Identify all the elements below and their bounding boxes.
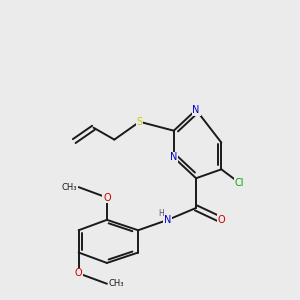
Text: S: S [136,117,143,127]
Text: CH₃: CH₃ [62,183,77,192]
Text: Cl: Cl [234,178,244,188]
Text: N: N [170,152,178,162]
Text: N: N [192,105,200,115]
Text: O: O [75,268,82,278]
Text: O: O [218,215,225,225]
Text: O: O [103,193,111,202]
Text: H: H [158,209,164,218]
Text: N: N [164,215,172,225]
Text: CH₃: CH₃ [108,279,124,288]
